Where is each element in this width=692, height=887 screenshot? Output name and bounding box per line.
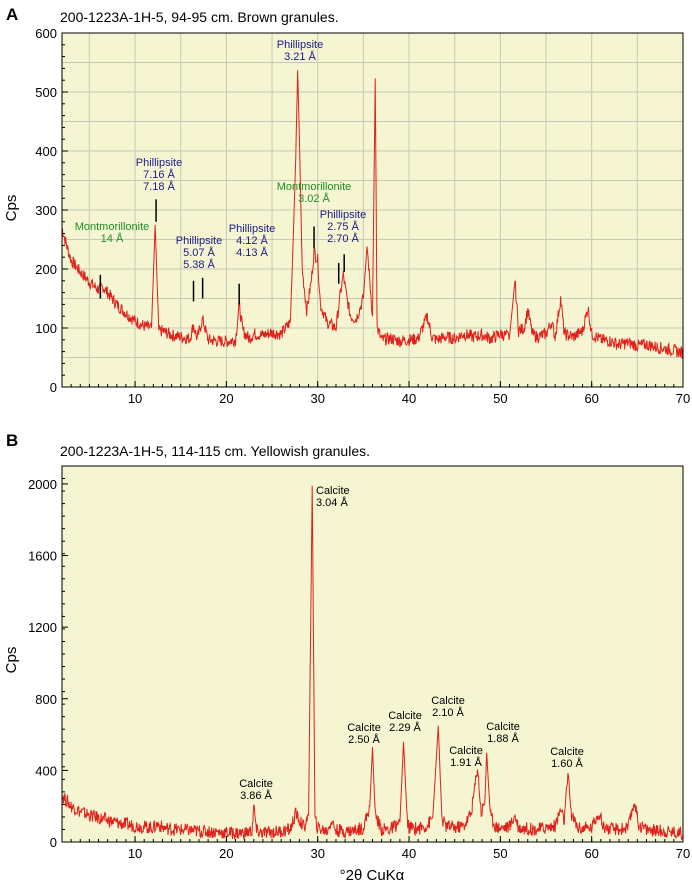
panel-b-x-axis-label: °2θ CuKα xyxy=(340,867,405,884)
panel-a-annotation-label: 5.38 Å xyxy=(183,258,215,271)
panel-b-annotation-label: Calcite xyxy=(347,722,381,734)
panel-a-annotation-label: 2.70 Å xyxy=(327,232,359,245)
panel-b-y-tick-label: 1600 xyxy=(28,549,57,564)
panel-a-annotation-label: 3.02 Å xyxy=(298,192,330,205)
panel-a-title: 200-1223A-1H-5, 94-95 cm. Brown granules… xyxy=(60,9,339,25)
panel-a-annotation-label: 2.75 Å xyxy=(327,220,359,233)
panel-a-x-tick-label: 40 xyxy=(402,391,416,406)
panel-b-annotation-label: Calcite xyxy=(550,746,584,758)
panel-b-annotation-label: 1.91 Å xyxy=(450,756,482,769)
panel-b-plot-area: 10 20 30 40 50 60 70 0 400 800 1200 1600 2000 Calcite… xyxy=(28,465,690,861)
panel-b-annotation-label: 3.86 Å xyxy=(240,789,272,802)
panel-b-annotation-label: 3.04 Å xyxy=(316,496,348,509)
panel-b-annotation-label: 1.60 Å xyxy=(551,757,583,770)
panel-b-annotation-label: 2.50 Å xyxy=(348,733,380,746)
panel-a-annotation-label: Phillipsite xyxy=(136,157,182,169)
panel-b-x-tick-label: 60 xyxy=(584,846,598,861)
panel-a-annotation-label: Montmorillonite xyxy=(75,221,150,233)
panel-a-y-tick-label: 400 xyxy=(35,144,57,159)
panel-b-annotation-label: Calcite xyxy=(449,745,483,757)
panel-a-annotation-label: 4.13 Å xyxy=(236,246,268,259)
panel-a-y-tick-label: 500 xyxy=(35,85,57,100)
panel-a-y-tick-label: 200 xyxy=(35,262,57,277)
panel-a-annotation-label: Phillipsite xyxy=(229,223,275,235)
panel-b-title: 200-1223A-1H-5, 114-115 cm. Yellowish gr… xyxy=(60,443,370,459)
panel-a-x-tick-label: 50 xyxy=(493,391,507,406)
panel-a-plot-area: 10 20 30 40 50 60 70 0 100 200 300 400 500 600 Montmor… xyxy=(35,26,690,406)
panel-b-y-tick-label: 800 xyxy=(35,692,57,707)
panel-b-annotation-label: 1.88 Å xyxy=(487,732,519,745)
panel-b-annotation-label: Calcite xyxy=(239,778,273,790)
panel-b-x-tick-label: 10 xyxy=(128,846,142,861)
panel-b-annotation-label: Calcite xyxy=(316,485,350,497)
panel-b-letter: B xyxy=(6,431,18,450)
panel-b-annotation-label: 2.29 Å xyxy=(389,721,421,734)
panel-b-background xyxy=(62,466,683,842)
panel-b-x-tick-label: 20 xyxy=(219,846,233,861)
panel-a-annotation-label: 5.07 Å xyxy=(183,246,215,259)
panel-a-x-tick-label: 60 xyxy=(584,391,598,406)
panel-a-x-tick-label: 70 xyxy=(676,391,690,406)
panel-a-y-axis-label: Cps xyxy=(3,195,20,222)
panel-a-annotation-label: 14 Å xyxy=(101,232,124,245)
panel-a-y-tick-label: 600 xyxy=(35,26,57,41)
panel-a-x-tick-label: 20 xyxy=(219,391,233,406)
panel-b-x-tick-label: 50 xyxy=(493,846,507,861)
panel-a-y-tick-label: 300 xyxy=(35,203,57,218)
panel-a-letter: A xyxy=(6,5,18,24)
panel-b-x-tick-label: 70 xyxy=(676,846,690,861)
panel-a-annotation-label: 7.16 Å xyxy=(143,168,175,181)
panel-b-y-tick-label: 400 xyxy=(35,763,57,778)
panel-b-annotation-label: Calcite xyxy=(486,721,520,733)
panel-a-x-tick-label: 30 xyxy=(310,391,324,406)
panel-a-annotation-label: Phillipsite xyxy=(176,235,222,247)
panel-b-x-tick-label: 40 xyxy=(402,846,416,861)
panel-a-y-tick-label: 0 xyxy=(50,380,57,395)
panel-a-annotation-label: 4.12 Å xyxy=(236,234,268,247)
panel-b-annotation-label: Calcite xyxy=(431,695,465,707)
panel-a-annotation-label: Montmorillonite xyxy=(277,181,352,193)
panel-b-x-tick-label: 30 xyxy=(310,846,324,861)
panel-a-annotation-label: 7.18 Å xyxy=(143,180,175,193)
panel-a-y-tick-label: 100 xyxy=(35,321,57,336)
panel-b-annotation-label: 2.10 Å xyxy=(432,706,464,719)
panel-b-y-axis-label: Cps xyxy=(3,647,20,674)
panel-a-x-tick-label: 10 xyxy=(128,391,142,406)
panel-b-y-tick-label: 1200 xyxy=(28,620,57,635)
panel-b-y-tick-label: 2000 xyxy=(28,477,57,492)
panel-b-series-line xyxy=(61,485,684,841)
panel-a-annotation-label: Phillipsite xyxy=(277,39,323,51)
panel-a-annotation-label: Phillipsite xyxy=(320,209,366,221)
panel-a-series-line xyxy=(61,70,684,359)
panel-b-chart: B 200-1223A-1H-5, 114-115 cm. Yellowish … xyxy=(3,431,690,884)
panel-a-chart: A 200-1223A-1H-5, 94-95 cm. Brown granul… xyxy=(3,5,690,406)
panel-a-annotation-label: 3.21 Å xyxy=(284,50,316,63)
panel-b-y-tick-label: 0 xyxy=(50,835,57,850)
panel-b-annotation-label: Calcite xyxy=(388,710,422,722)
